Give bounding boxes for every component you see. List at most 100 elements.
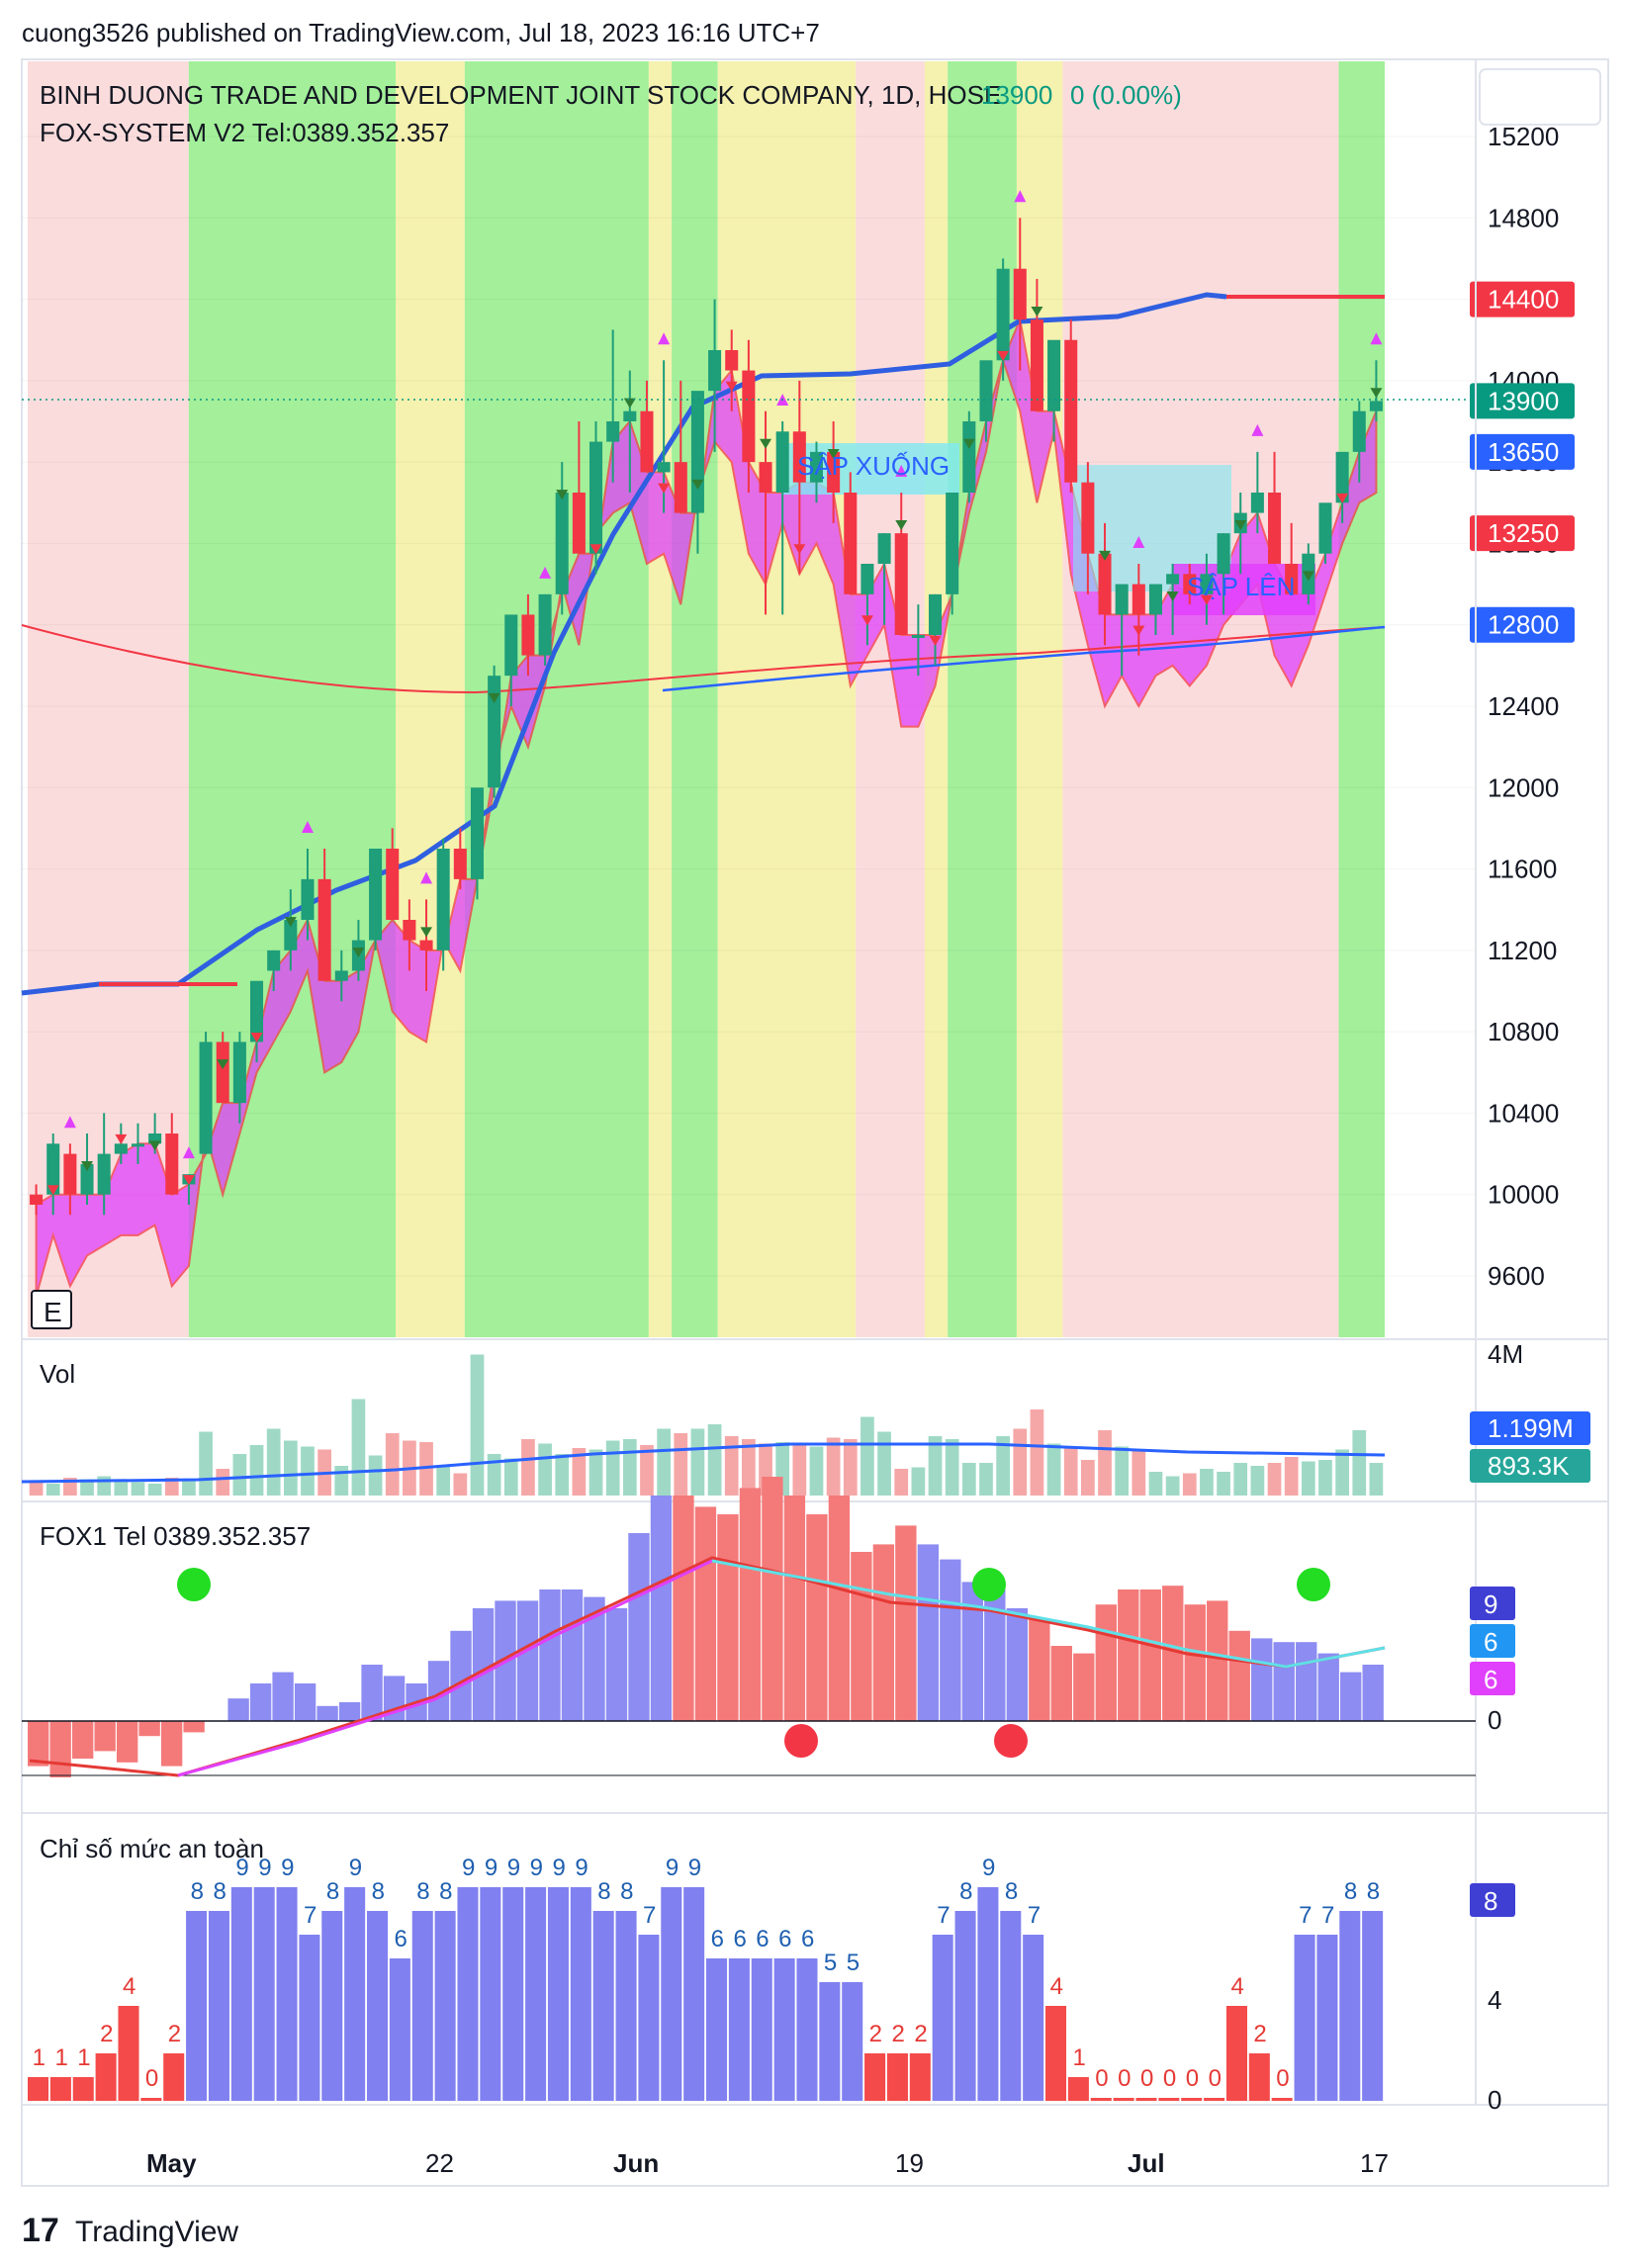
price-badge-value: 12800 bbox=[1488, 610, 1559, 640]
fox1-bar bbox=[1029, 1619, 1050, 1721]
candle-body bbox=[148, 1134, 162, 1144]
tradingview-logo[interactable]: 17 TradingView bbox=[22, 2212, 238, 2249]
volume-bar bbox=[860, 1416, 874, 1496]
price-tick: 15200 bbox=[1488, 122, 1559, 151]
fox1-bar bbox=[1251, 1638, 1273, 1721]
published-line: cuong3526 published on TradingView.com, … bbox=[22, 18, 820, 47]
fox1-bar bbox=[584, 1596, 605, 1721]
fox1-bar bbox=[762, 1477, 783, 1721]
fox1-badge-value: 9 bbox=[1484, 1589, 1497, 1619]
volume-bar bbox=[503, 1458, 518, 1496]
safety-bar bbox=[434, 1911, 456, 2101]
safety-value-label: 8 bbox=[1005, 1878, 1018, 1905]
fox1-bar bbox=[1273, 1642, 1295, 1721]
safety-bar bbox=[95, 2053, 117, 2101]
safety-bar bbox=[547, 1887, 569, 2101]
volume-bar bbox=[521, 1439, 535, 1496]
fox1-bar bbox=[1162, 1586, 1184, 1721]
safety-value-label: 9 bbox=[281, 1855, 294, 1881]
candle-body bbox=[1217, 533, 1230, 575]
fox1-pane[interactable] bbox=[22, 1477, 1476, 1777]
sell-marker bbox=[1200, 594, 1213, 605]
volume-bar bbox=[979, 1463, 993, 1496]
candle-body bbox=[301, 878, 315, 920]
buy-marker bbox=[352, 948, 365, 957]
safety-bar bbox=[163, 2053, 185, 2101]
volume-axis-top: 4M bbox=[1488, 1339, 1523, 1369]
candle-body bbox=[63, 1153, 77, 1195]
fox1-bar bbox=[1362, 1665, 1384, 1721]
safety-value-label: 9 bbox=[349, 1855, 362, 1881]
settings-box[interactable] bbox=[1479, 68, 1601, 126]
volume-bar bbox=[232, 1454, 247, 1496]
fox1-bar bbox=[116, 1721, 138, 1763]
volume-bar bbox=[114, 1481, 129, 1496]
candle-body bbox=[250, 980, 264, 1043]
sell-marker bbox=[46, 1185, 59, 1196]
e-badge[interactable] bbox=[31, 1290, 72, 1329]
volume-bar bbox=[131, 1482, 145, 1496]
safety-value-label: 9 bbox=[530, 1855, 543, 1881]
candle-body bbox=[759, 462, 772, 493]
volume-pane[interactable] bbox=[21, 1354, 1386, 1497]
zone-5 bbox=[672, 61, 718, 1337]
safety-value-label: 0 bbox=[1209, 2065, 1222, 2092]
zone-10 bbox=[1016, 61, 1063, 1337]
candle-body bbox=[894, 533, 908, 635]
volume-bar bbox=[690, 1428, 705, 1496]
candle-body bbox=[775, 431, 789, 493]
safety-bar bbox=[457, 1887, 479, 2101]
sell-marker bbox=[386, 890, 399, 900]
volume-bar bbox=[453, 1473, 468, 1496]
safety-bar bbox=[864, 2053, 886, 2101]
safety-bar bbox=[1158, 2098, 1180, 2101]
volume-bar bbox=[470, 1354, 485, 1496]
sell-marker bbox=[250, 1033, 263, 1043]
fox1-bar bbox=[694, 1506, 717, 1721]
fox1-badge-box bbox=[1470, 1662, 1515, 1695]
safety-value-label: 8 bbox=[1344, 1878, 1357, 1905]
candle-body bbox=[114, 1143, 128, 1154]
time-axis[interactable]: May 22 Jun 19 Jul 17 bbox=[146, 2148, 1389, 2178]
volume-bar bbox=[945, 1439, 959, 1496]
fox1-bar bbox=[1050, 1646, 1072, 1721]
volume-bar bbox=[809, 1446, 824, 1496]
candle-body bbox=[1148, 584, 1162, 615]
volume-bar bbox=[826, 1437, 841, 1496]
safety-value-label: 8 bbox=[1367, 1878, 1380, 1905]
candle-body bbox=[131, 1143, 144, 1147]
price-change: 0 (0.00%) bbox=[1070, 80, 1182, 110]
zone-6 bbox=[717, 61, 857, 1337]
candle-body bbox=[606, 421, 620, 442]
fox1-bar bbox=[272, 1672, 294, 1721]
fox1-bar bbox=[472, 1608, 495, 1721]
time-tick: 22 bbox=[425, 2148, 454, 2178]
candle-body bbox=[165, 1134, 179, 1195]
candle-body bbox=[860, 564, 874, 594]
zone-8 bbox=[924, 61, 949, 1337]
safety-bar bbox=[321, 1911, 343, 2101]
time-tick: May bbox=[146, 2148, 197, 2178]
main-price-pane[interactable]: SẬP XUỐNG SẬP LÊN bbox=[21, 61, 1476, 1337]
safety-bar bbox=[977, 1887, 999, 2101]
up-marker bbox=[895, 465, 908, 477]
price-badge-box bbox=[1470, 606, 1575, 643]
price-badge-box bbox=[1470, 383, 1575, 419]
fox1-bar bbox=[1118, 1589, 1139, 1721]
fox1-badge-box bbox=[1470, 1587, 1515, 1620]
volume-bar bbox=[1250, 1466, 1265, 1496]
buy-marker bbox=[81, 1161, 94, 1171]
price-badge-value: 13250 bbox=[1488, 518, 1559, 548]
safety-bar bbox=[1362, 1911, 1384, 2101]
safety-value-label: 8 bbox=[959, 1878, 972, 1905]
safety-value-label: 9 bbox=[485, 1855, 498, 1881]
safety-value-label: 0 bbox=[145, 2065, 158, 2092]
buy-marker bbox=[556, 490, 569, 500]
candle-body bbox=[1183, 574, 1197, 594]
candle-body bbox=[30, 1194, 44, 1205]
candlesticks bbox=[30, 218, 1383, 1216]
safety-value-label: 2 bbox=[100, 2021, 113, 2047]
fox1-bar bbox=[561, 1589, 584, 1721]
